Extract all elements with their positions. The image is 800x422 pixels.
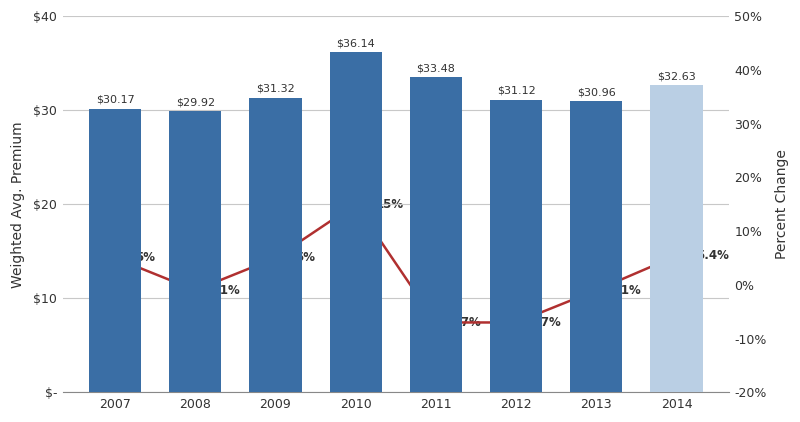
Y-axis label: Percent Change: Percent Change — [775, 149, 789, 259]
Text: $36.14: $36.14 — [336, 39, 375, 49]
Y-axis label: Weighted Avg. Premium: Weighted Avg. Premium — [11, 121, 25, 287]
Text: $31.32: $31.32 — [256, 84, 295, 94]
Text: 15%: 15% — [376, 198, 404, 211]
Text: -7%: -7% — [456, 316, 481, 329]
Bar — [490, 100, 542, 392]
Text: $30.17: $30.17 — [96, 95, 134, 105]
Text: 5%: 5% — [295, 252, 315, 265]
Bar — [89, 108, 141, 392]
Bar — [410, 77, 462, 392]
Text: $30.96: $30.96 — [577, 87, 616, 97]
Bar — [169, 111, 222, 392]
Text: -7%: -7% — [536, 316, 561, 329]
Bar — [330, 52, 382, 392]
Text: $32.63: $32.63 — [657, 72, 696, 82]
Text: 5%: 5% — [135, 252, 155, 265]
Text: -1%: -1% — [616, 284, 641, 297]
Bar — [250, 98, 302, 392]
Bar — [570, 101, 622, 392]
Text: 5.4%: 5.4% — [697, 249, 730, 262]
Text: $29.92: $29.92 — [176, 97, 214, 107]
Bar — [650, 85, 702, 392]
Text: $31.12: $31.12 — [497, 86, 535, 96]
Text: -1%: -1% — [215, 284, 240, 297]
Text: $33.48: $33.48 — [417, 64, 455, 74]
